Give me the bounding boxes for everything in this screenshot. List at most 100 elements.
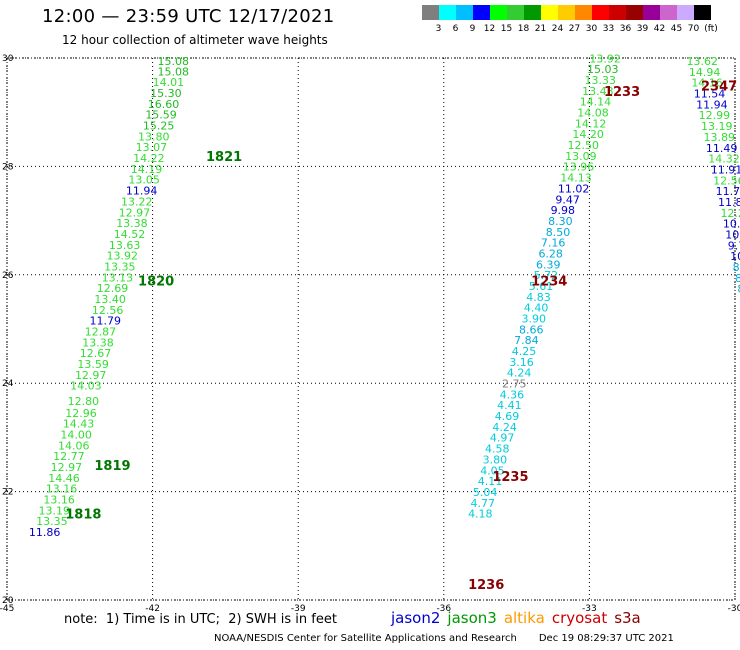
color-swatch <box>609 5 626 20</box>
axis-tick-labels: -45 -42 -39 -36 -33 -30 20 22 24 26 28 30 <box>0 54 740 614</box>
swh-value-label: 14.46 <box>48 472 80 485</box>
swh-value-label: 14.52 <box>114 228 146 241</box>
swh-value-label: 14.08 <box>577 107 609 120</box>
swh-value-label: 12.56 <box>713 174 740 187</box>
y-tick-label: 26 <box>2 271 14 281</box>
swh-value-label: 14.06 <box>58 439 90 452</box>
track-time-label: 1818 <box>65 508 101 523</box>
swh-value-label: 4.25 <box>512 345 537 358</box>
swh-value-label: 4.58 <box>485 443 510 456</box>
swh-value-label: 13.43 <box>582 85 614 98</box>
satellite-altika-label: altika <box>503 609 545 627</box>
swh-value-label: 10.04 <box>723 218 740 231</box>
swh-value-label: 13.19 <box>701 120 733 133</box>
color-scale-label: 39 <box>636 24 649 34</box>
credit-line: NOAA/NESDIS Center for Satellite Applica… <box>214 633 674 644</box>
swh-value-label: 12.87 <box>85 326 117 339</box>
y-tick-label: 30 <box>2 54 14 64</box>
swh-value-label: 15.30 <box>150 87 182 100</box>
credit-text: NOAA/NESDIS Center for Satellite Applica… <box>214 633 517 644</box>
color-swatch <box>456 5 473 20</box>
color-swatch <box>660 5 677 20</box>
swh-value-label: 14.43 <box>63 418 95 431</box>
swh-value-label: 14.01 <box>153 76 185 89</box>
swh-value-label: 4.77 <box>470 497 495 510</box>
swh-value-label: 14.22 <box>133 152 165 165</box>
satellite-s3a-label: s3a <box>614 609 641 627</box>
x-tick-label: -42 <box>145 604 160 614</box>
track-time-label: 1235 <box>492 470 528 485</box>
color-swatch <box>626 5 643 20</box>
color-scale-label: 42 <box>653 24 666 34</box>
swh-value-label: 4.24 <box>492 421 517 434</box>
color-scale-label: 6 <box>452 24 459 34</box>
color-scale-label: 15 <box>500 24 513 34</box>
swh-value-label: 4.97 <box>490 432 515 445</box>
timestamp: Dec 19 08:29:37 UTC 2021 <box>538 633 674 644</box>
color-scale-label: 70 <box>687 24 700 34</box>
color-swatch <box>507 5 524 20</box>
track-time-label: 1821 <box>206 150 242 165</box>
swh-value-label: 13.35 <box>104 260 136 273</box>
swh-value-label: 13.63 <box>109 239 141 252</box>
swh-value-label: 9.98 <box>551 204 576 217</box>
track-time-label: 1819 <box>94 459 130 474</box>
color-scale-label: 21 <box>534 24 547 34</box>
swh-value-label: 13.92 <box>589 52 621 65</box>
color-scale-label: 3 <box>435 24 442 34</box>
swh-value-label: 13.40 <box>94 293 126 306</box>
swh-value-label: 12.69 <box>97 282 129 295</box>
track-time-label: 1234 <box>531 275 567 290</box>
color-swatch <box>694 5 711 20</box>
swh-value-label: 13.16 <box>46 483 78 496</box>
swh-value-label: 4.41 <box>497 399 521 412</box>
measurement-labels: 15.0815.0814.0115.3016.6015.5915.2513.80… <box>29 52 740 539</box>
swh-value-label: 11.94 <box>126 185 158 198</box>
swh-value-label: 12.97 <box>51 461 83 474</box>
swh-value-label: 12.77 <box>53 450 85 463</box>
color-swatch <box>524 5 541 20</box>
swh-value-label: 11.02 <box>558 182 590 195</box>
swh-value-label: 14.16 <box>691 77 723 90</box>
swh-value-label: 8.66 <box>519 323 544 336</box>
swh-value-label: 6.39 <box>536 258 561 271</box>
swh-value-label: 15.25 <box>143 120 175 133</box>
swh-value-label: 2.75 <box>502 378 527 391</box>
x-tick-label: -39 <box>291 604 306 614</box>
swh-value-label: 15.08 <box>157 55 189 68</box>
color-swatch <box>541 5 558 20</box>
swh-value-label: 13.62 <box>686 55 718 68</box>
page-title: 12:00 — 23:59 UTC 12/17/2021 <box>42 6 335 27</box>
swh-value-label: 12.80 <box>68 395 100 408</box>
x-tick-label: -30 <box>728 604 740 614</box>
swh-value-label: 9.47 <box>555 193 580 206</box>
swh-value-label: 15.08 <box>157 65 189 78</box>
swh-value-label: 3.90 <box>521 312 546 325</box>
color-swatch <box>592 5 609 20</box>
y-tick-label: 24 <box>2 379 14 389</box>
swh-value-label: 14.32 <box>708 153 740 166</box>
swh-value-label: 13.35 <box>36 515 67 528</box>
swh-value-label: 11.86 <box>29 526 61 539</box>
track-time-label: 1236 <box>468 578 504 593</box>
swh-value-label: 5.61 <box>529 280 554 293</box>
color-scale-label: 27 <box>568 24 581 34</box>
color-scale-label: 12 <box>483 24 496 34</box>
swh-value-label: 13.92 <box>106 250 138 263</box>
swh-value-label: 12.50 <box>568 139 600 152</box>
swh-value-label: 11.49 <box>706 142 738 155</box>
swh-value-label: 14.14 <box>580 96 612 109</box>
swh-value-label: 4.11 <box>478 475 503 488</box>
grid-lines <box>6 57 736 601</box>
swh-value-label: 13.38 <box>82 336 114 349</box>
swh-value-label: 14.20 <box>572 128 604 141</box>
color-scale-label: 9 <box>469 24 476 34</box>
swh-value-label: 9.74 <box>728 239 740 252</box>
color-swatch <box>558 5 575 20</box>
swh-value-label: 15.59 <box>145 109 177 122</box>
swh-value-label: 4.36 <box>500 388 525 401</box>
x-tick-label: -33 <box>582 604 597 614</box>
color-swatch <box>490 5 507 20</box>
satellite-jason2-label: jason2 <box>391 609 441 627</box>
swh-value-label: 13.89 <box>703 131 735 144</box>
